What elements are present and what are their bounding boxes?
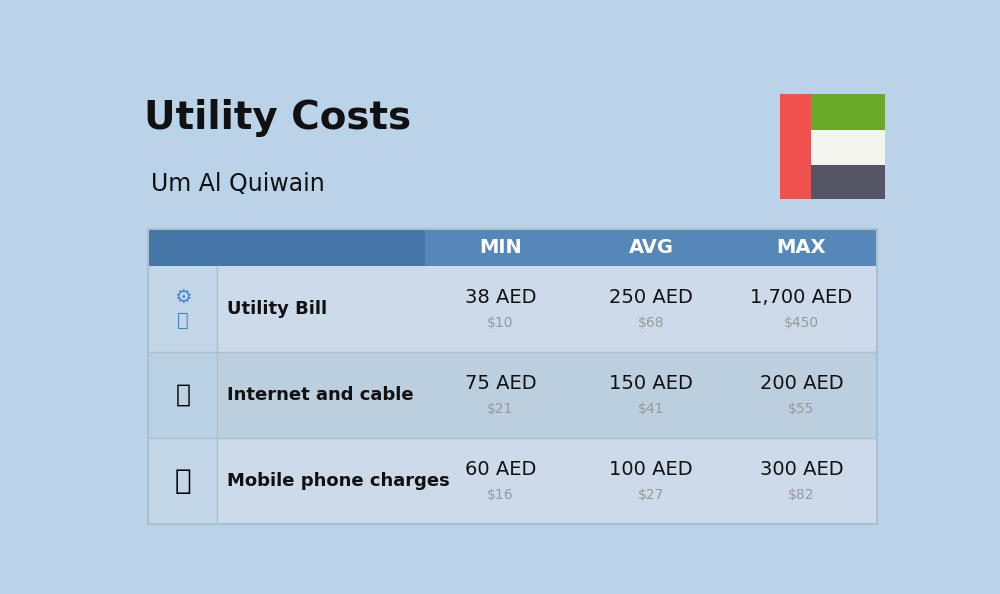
Text: $41: $41: [638, 402, 664, 416]
Text: MIN: MIN: [479, 238, 522, 257]
Bar: [148, 352, 217, 438]
Text: $10: $10: [487, 315, 514, 330]
Bar: [148, 266, 877, 352]
Bar: [148, 266, 217, 352]
Bar: [148, 229, 877, 266]
Text: 150 AED: 150 AED: [609, 374, 693, 393]
Text: Utility Bill: Utility Bill: [227, 300, 327, 318]
Text: $27: $27: [638, 488, 664, 502]
Text: $450: $450: [784, 315, 819, 330]
Text: $82: $82: [788, 488, 815, 502]
Bar: [148, 229, 877, 524]
Text: 200 AED: 200 AED: [760, 374, 843, 393]
Bar: [148, 438, 877, 524]
Bar: [811, 130, 885, 165]
Text: AVG: AVG: [628, 238, 673, 257]
Text: 60 AED: 60 AED: [465, 460, 536, 479]
Text: $16: $16: [487, 488, 514, 502]
Bar: [811, 94, 885, 130]
Text: 300 AED: 300 AED: [760, 460, 843, 479]
Text: 📱: 📱: [175, 467, 191, 495]
Text: 100 AED: 100 AED: [609, 460, 693, 479]
Bar: [811, 165, 885, 200]
Text: 📡: 📡: [175, 383, 190, 407]
Text: $68: $68: [638, 315, 664, 330]
Text: ⚙
🔌: ⚙ 🔌: [174, 289, 192, 330]
Text: Mobile phone charges: Mobile phone charges: [227, 472, 450, 490]
Text: 75 AED: 75 AED: [465, 374, 536, 393]
Text: Internet and cable: Internet and cable: [227, 386, 413, 404]
Text: $21: $21: [487, 402, 514, 416]
Bar: [148, 352, 877, 438]
Text: Um Al Quiwain: Um Al Quiwain: [151, 172, 324, 196]
Text: 250 AED: 250 AED: [609, 288, 693, 307]
Bar: [148, 438, 217, 524]
Text: MAX: MAX: [777, 238, 826, 257]
Text: Utility Costs: Utility Costs: [144, 99, 412, 137]
Text: $55: $55: [788, 402, 815, 416]
Text: 38 AED: 38 AED: [465, 288, 536, 307]
Bar: [780, 94, 811, 200]
Text: 1,700 AED: 1,700 AED: [750, 288, 853, 307]
Bar: [148, 229, 425, 266]
